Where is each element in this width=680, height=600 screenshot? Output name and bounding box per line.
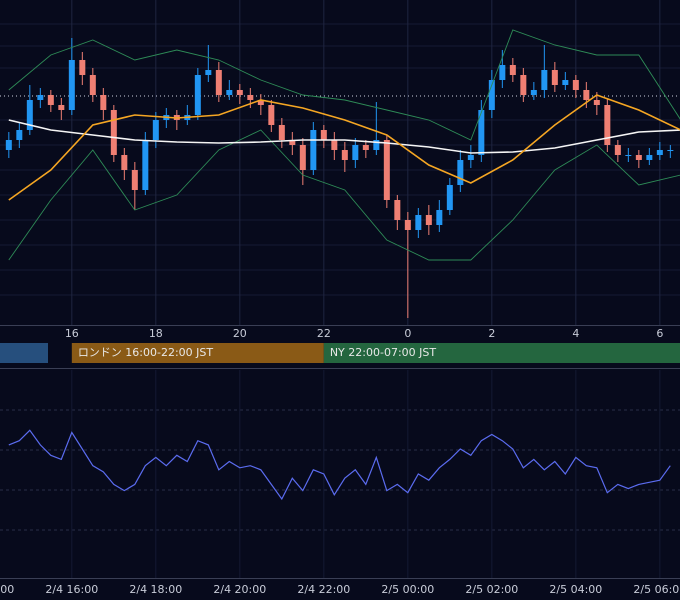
candle-body bbox=[310, 130, 317, 170]
candle-body bbox=[37, 95, 44, 100]
candle-body bbox=[26, 100, 33, 130]
candle-body bbox=[436, 210, 443, 225]
candle-body bbox=[562, 80, 569, 85]
session-bar bbox=[71, 343, 324, 363]
candle-body bbox=[415, 215, 422, 230]
x-tick-label: 2/4 22:00 bbox=[297, 583, 350, 596]
x-tick-label: 2/5 04:00 bbox=[549, 583, 602, 596]
candle-body bbox=[142, 140, 149, 190]
candle-body bbox=[331, 140, 338, 150]
session-label: ロンドン 16:00-22:00 JST bbox=[78, 346, 214, 359]
candle-body bbox=[541, 70, 548, 90]
indicator-line bbox=[8, 29, 680, 141]
indicator-line bbox=[8, 119, 680, 154]
candle-body bbox=[131, 170, 138, 190]
candle-body bbox=[625, 155, 632, 156]
candle-body bbox=[530, 90, 537, 95]
session-label: NY 22:00-07:00 JST bbox=[330, 346, 437, 359]
candle-body bbox=[320, 130, 327, 140]
candle-body bbox=[551, 70, 558, 85]
oscillator-line bbox=[8, 429, 671, 501]
candle-body bbox=[446, 185, 453, 210]
candle-body bbox=[268, 105, 275, 125]
candle-body bbox=[89, 75, 96, 95]
candle-body bbox=[488, 80, 495, 110]
candle-body bbox=[247, 95, 254, 100]
candle-body bbox=[79, 60, 86, 75]
x-tick-label: 2/4 14:00 bbox=[0, 583, 14, 596]
candle-body bbox=[215, 70, 222, 95]
candle-body bbox=[383, 140, 390, 200]
candle-body bbox=[478, 110, 485, 155]
candle-body bbox=[257, 100, 264, 105]
candle-body bbox=[341, 150, 348, 160]
x-tick-label: 4 bbox=[572, 327, 579, 340]
candle-body bbox=[667, 150, 674, 151]
candle-body bbox=[194, 75, 201, 115]
x-tick-label: 6 bbox=[656, 327, 663, 340]
candles bbox=[5, 38, 674, 318]
candle-body bbox=[5, 140, 12, 150]
price-grid bbox=[0, 23, 680, 296]
candle-body bbox=[110, 110, 117, 155]
candle-body bbox=[583, 90, 590, 100]
x-tick-label: 2/4 18:00 bbox=[129, 583, 182, 596]
candle-body bbox=[509, 65, 516, 75]
candle-body bbox=[236, 90, 243, 95]
candle-body bbox=[58, 105, 65, 110]
candle-body bbox=[352, 145, 359, 160]
candle-body bbox=[614, 145, 621, 155]
candle-body bbox=[520, 75, 527, 95]
x-tick-label: 20 bbox=[233, 327, 247, 340]
candle-body bbox=[47, 95, 54, 105]
indicator-line bbox=[8, 129, 680, 261]
candle-body bbox=[205, 70, 212, 75]
candle-body bbox=[467, 155, 474, 160]
x-tick-label: 0 bbox=[404, 327, 411, 340]
candle-body bbox=[593, 100, 600, 105]
candle-body bbox=[604, 105, 611, 145]
candle-body bbox=[457, 160, 464, 185]
indicator-line bbox=[8, 94, 680, 201]
candle-body bbox=[394, 200, 401, 220]
candle-body bbox=[362, 145, 369, 150]
candle-body bbox=[100, 95, 107, 110]
x-tick-label: 2 bbox=[488, 327, 495, 340]
candle-body bbox=[299, 145, 306, 170]
candle-body bbox=[425, 215, 432, 225]
candle-body bbox=[68, 60, 75, 110]
x-tick-label: 2/5 06:00 bbox=[633, 583, 680, 596]
candle-body bbox=[373, 140, 380, 150]
candle-body bbox=[404, 220, 411, 230]
candle-body bbox=[121, 155, 128, 170]
candle-body bbox=[226, 90, 233, 95]
x-tick-label: 2/5 00:00 bbox=[381, 583, 434, 596]
candle-body bbox=[278, 125, 285, 140]
candle-body bbox=[16, 130, 23, 140]
x-tick-label: 2/4 16:00 bbox=[45, 583, 98, 596]
oscillator-grid bbox=[0, 409, 680, 531]
candle-body bbox=[656, 150, 663, 155]
candle-body bbox=[572, 80, 579, 90]
session-bar bbox=[0, 343, 48, 363]
session-bar bbox=[323, 343, 680, 363]
candle-body bbox=[635, 155, 642, 160]
x-tick-label: 2/4 20:00 bbox=[213, 583, 266, 596]
x-tick-label: 22 bbox=[317, 327, 331, 340]
x-tick-label: 2/5 02:00 bbox=[465, 583, 518, 596]
candle-body bbox=[152, 120, 159, 140]
candle-body bbox=[499, 65, 506, 80]
x-tick-label: 16 bbox=[65, 327, 79, 340]
x-tick-label: 18 bbox=[149, 327, 163, 340]
candle-body bbox=[646, 155, 653, 160]
candle-body bbox=[289, 140, 296, 145]
